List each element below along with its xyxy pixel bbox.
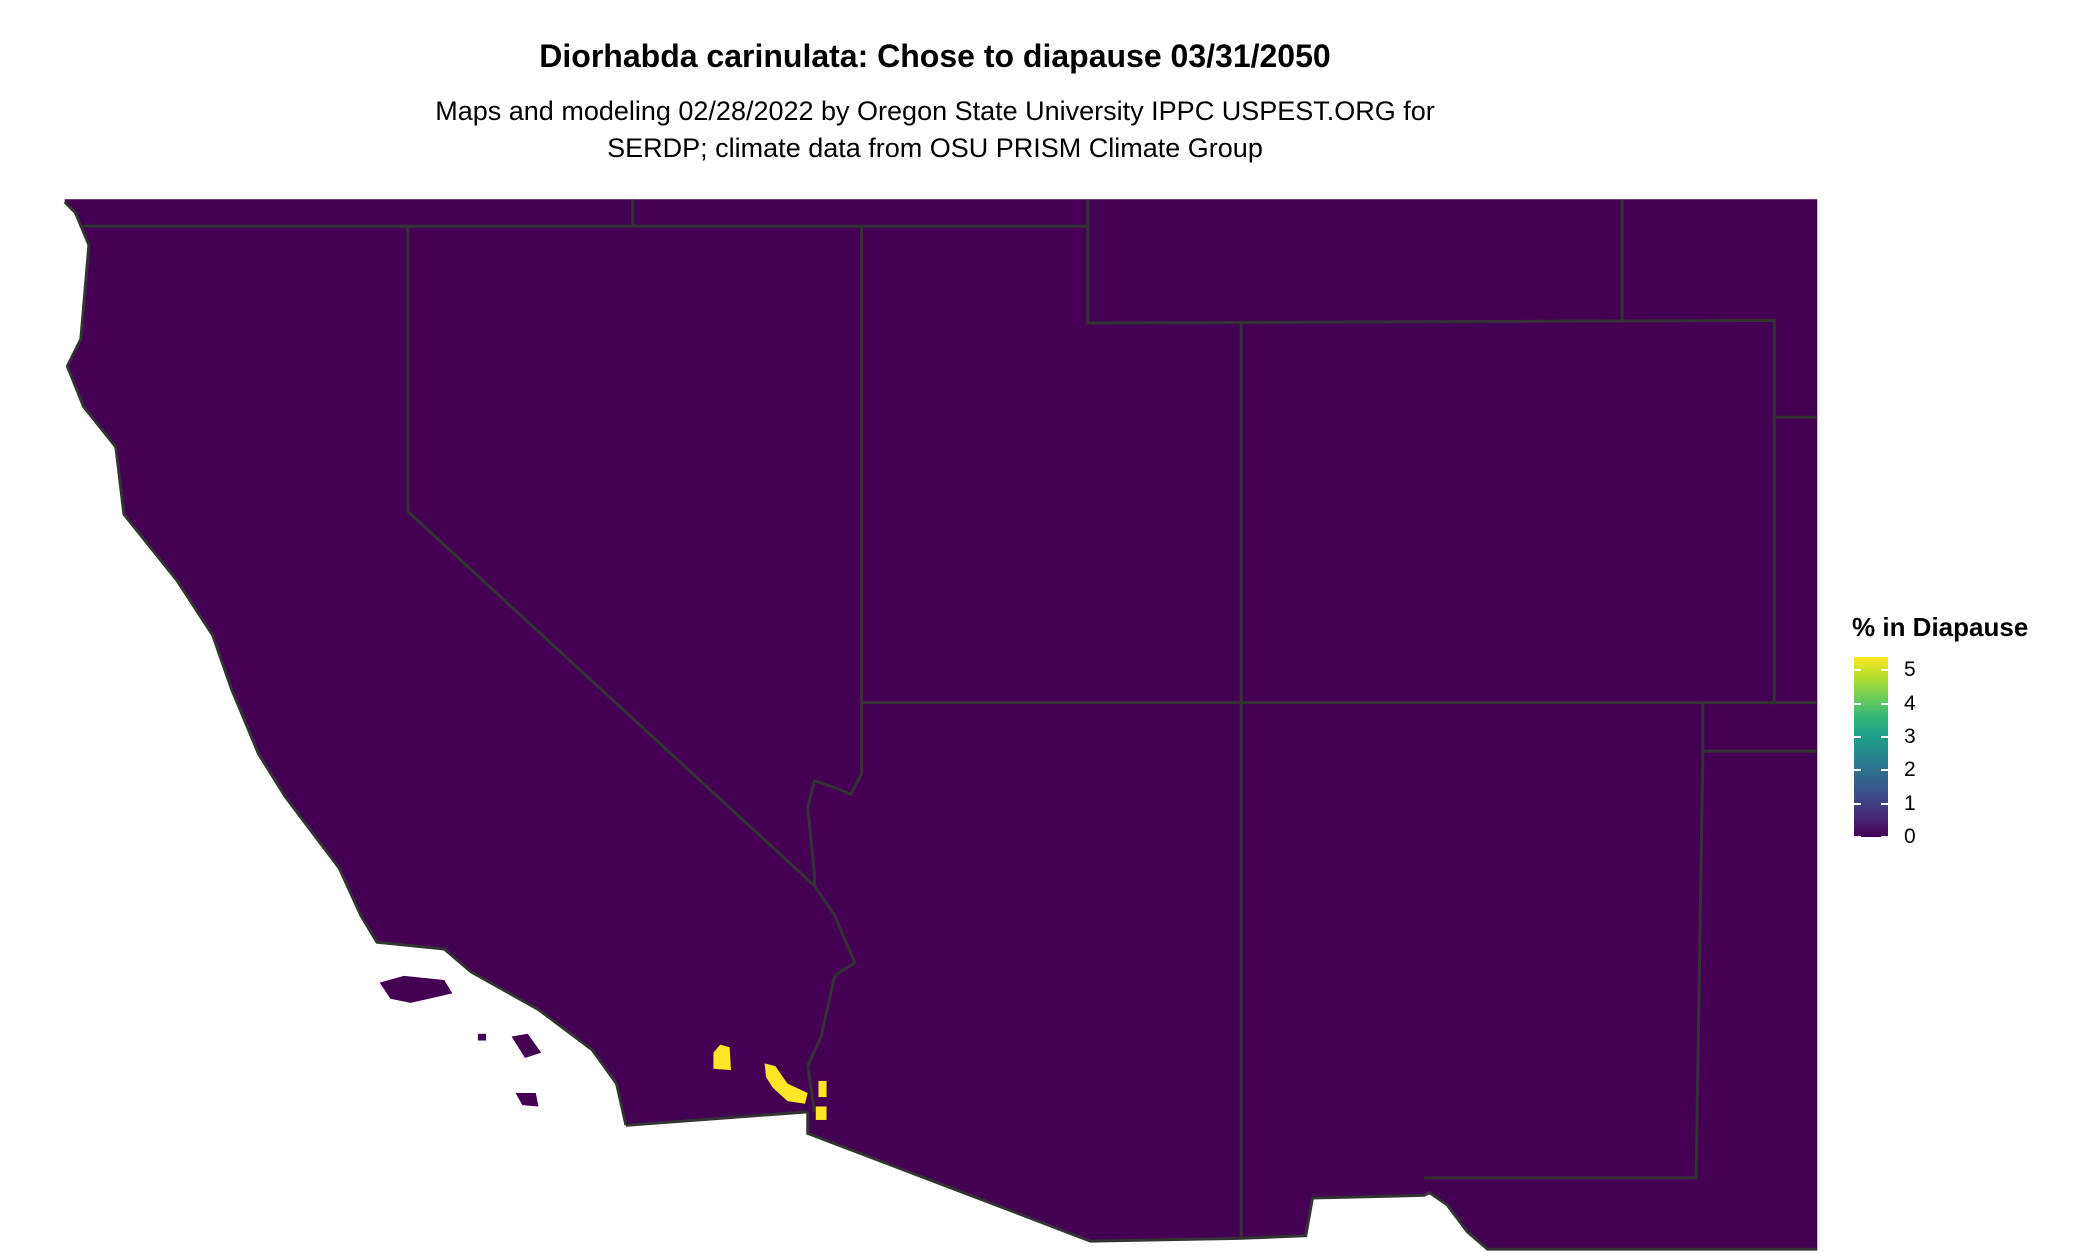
legend-tick-label: 3: [1904, 725, 1916, 748]
legend-tick-mark: [1854, 702, 1861, 705]
legend-tick-mark: [1881, 802, 1888, 805]
legend-tick-mark: [1881, 769, 1888, 772]
color-legend: % in Diapause 0 1 2 3 4 5: [1852, 612, 2029, 848]
coastline: [63, 200, 628, 1126]
island: [477, 1033, 486, 1041]
legend-tick-mark: [1881, 836, 1888, 838]
land-area: [64, 199, 1818, 1250]
legend-tick-mark: [1854, 836, 1861, 838]
island: [511, 1033, 542, 1059]
border-line: [806, 226, 864, 886]
colorbar: [1854, 657, 1888, 837]
legend-tick-mark: [1854, 669, 1861, 672]
legend-tick-label: 4: [1904, 691, 1916, 715]
islands: [379, 975, 542, 1107]
legend-tick-label: 5: [1904, 658, 1916, 682]
map-title: Diorhabda carinulata: Chose to diapause …: [539, 38, 1331, 74]
legend-tick-mark: [1881, 669, 1888, 672]
hotspot: [713, 1044, 731, 1071]
border-line: [625, 1110, 808, 1127]
border-line: [406, 226, 857, 1113]
map-subtitle-line2: SERDP; climate data from OSU PRISM Clima…: [607, 133, 1263, 163]
hotspot: [815, 1106, 827, 1120]
state-borders: [63, 199, 1818, 1251]
border-line: [861, 199, 1776, 705]
border-line: [806, 1111, 1818, 1251]
legend-tick-mark: [1881, 736, 1888, 738]
legend-tick-mark: [1854, 736, 1861, 738]
legend-tick-label: 2: [1904, 758, 1916, 782]
legend-tick-mark: [1854, 769, 1861, 772]
island: [379, 975, 453, 1003]
island: [515, 1093, 539, 1107]
border-line: [1424, 751, 1705, 1180]
legend-tick-label: 0: [1904, 825, 1916, 848]
map-subtitle-line1: Maps and modeling 02/28/2022 by Oregon S…: [435, 96, 1435, 126]
diapause-hotspots: [713, 1044, 827, 1120]
legend-title: % in Diapause: [1852, 612, 2029, 642]
legend-tick-mark: [1854, 802, 1861, 805]
hotspot: [764, 1063, 808, 1104]
hotspot: [818, 1080, 827, 1098]
legend-tick-mark: [1881, 702, 1888, 705]
legend-tick-label: 1: [1904, 791, 1916, 815]
